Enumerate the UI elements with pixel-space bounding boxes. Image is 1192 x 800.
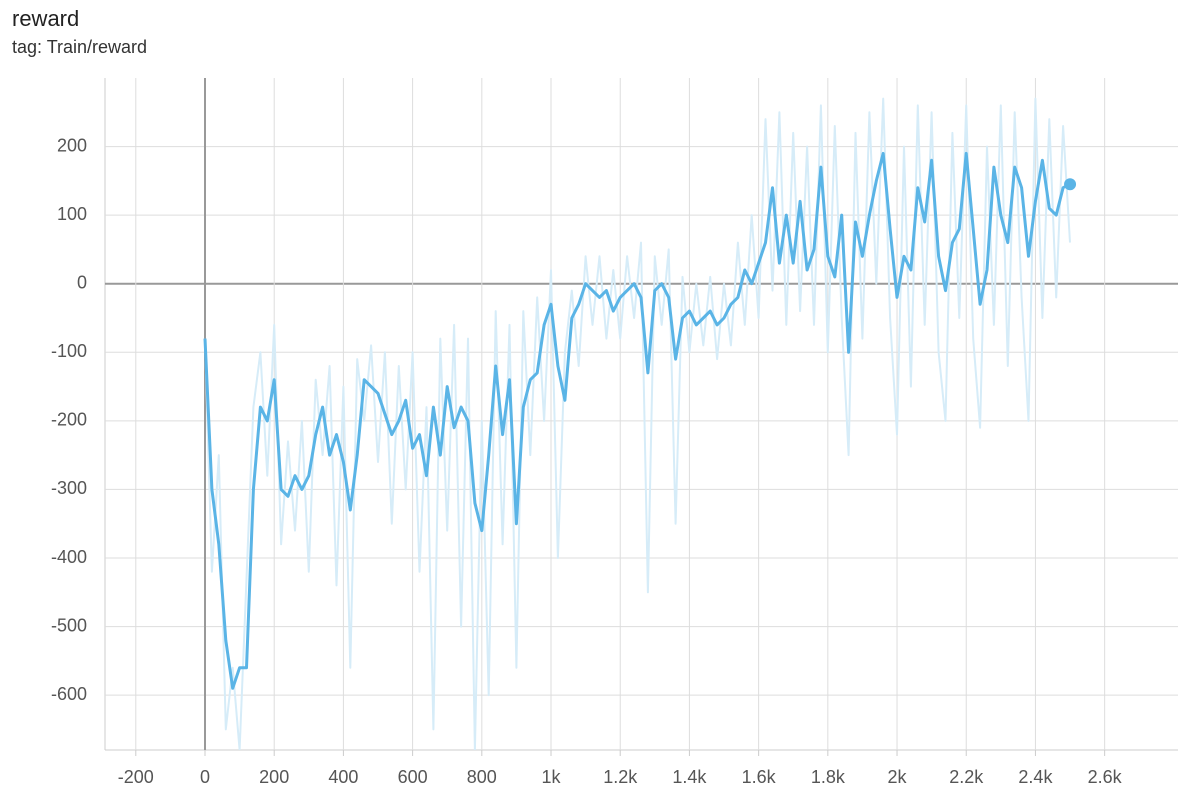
smoothed-line xyxy=(203,151,1071,690)
y-tick-label: -500 xyxy=(51,615,87,635)
x-tick-label: 2.6k xyxy=(1088,767,1123,787)
chart-subtitle: tag: Train/reward xyxy=(12,37,147,57)
x-tick-label: 1.8k xyxy=(811,767,846,787)
x-tick-label: 1.4k xyxy=(672,767,707,787)
y-tick-label: 0 xyxy=(77,272,87,292)
x-tick-label: 800 xyxy=(467,767,497,787)
x-tick-label: 2k xyxy=(888,767,908,787)
x-tick-label: 200 xyxy=(259,767,289,787)
y-tick-label: -600 xyxy=(51,684,87,704)
x-tick-label: 1.6k xyxy=(742,767,777,787)
y-tick-label: -400 xyxy=(51,547,87,567)
y-tick-label: 100 xyxy=(57,204,87,224)
plot-area xyxy=(203,97,1071,750)
end-point xyxy=(1064,178,1077,191)
y-tick-label: -200 xyxy=(51,410,87,430)
x-tick-label: 0 xyxy=(200,767,210,787)
x-tick-label: 600 xyxy=(398,767,428,787)
y-tick-label: -100 xyxy=(51,341,87,361)
x-tick-label: 2.4k xyxy=(1018,767,1053,787)
y-tick-label: 200 xyxy=(57,135,87,155)
x-tick-label: 1.2k xyxy=(603,767,638,787)
raw-line xyxy=(204,97,1071,750)
x-tick-label: 2.2k xyxy=(949,767,984,787)
x-tick-label: 1k xyxy=(542,767,562,787)
y-tick-label: -300 xyxy=(51,478,87,498)
x-tick-label: -200 xyxy=(118,767,154,787)
chart-title: reward xyxy=(12,6,79,31)
x-tick-label: 400 xyxy=(328,767,358,787)
